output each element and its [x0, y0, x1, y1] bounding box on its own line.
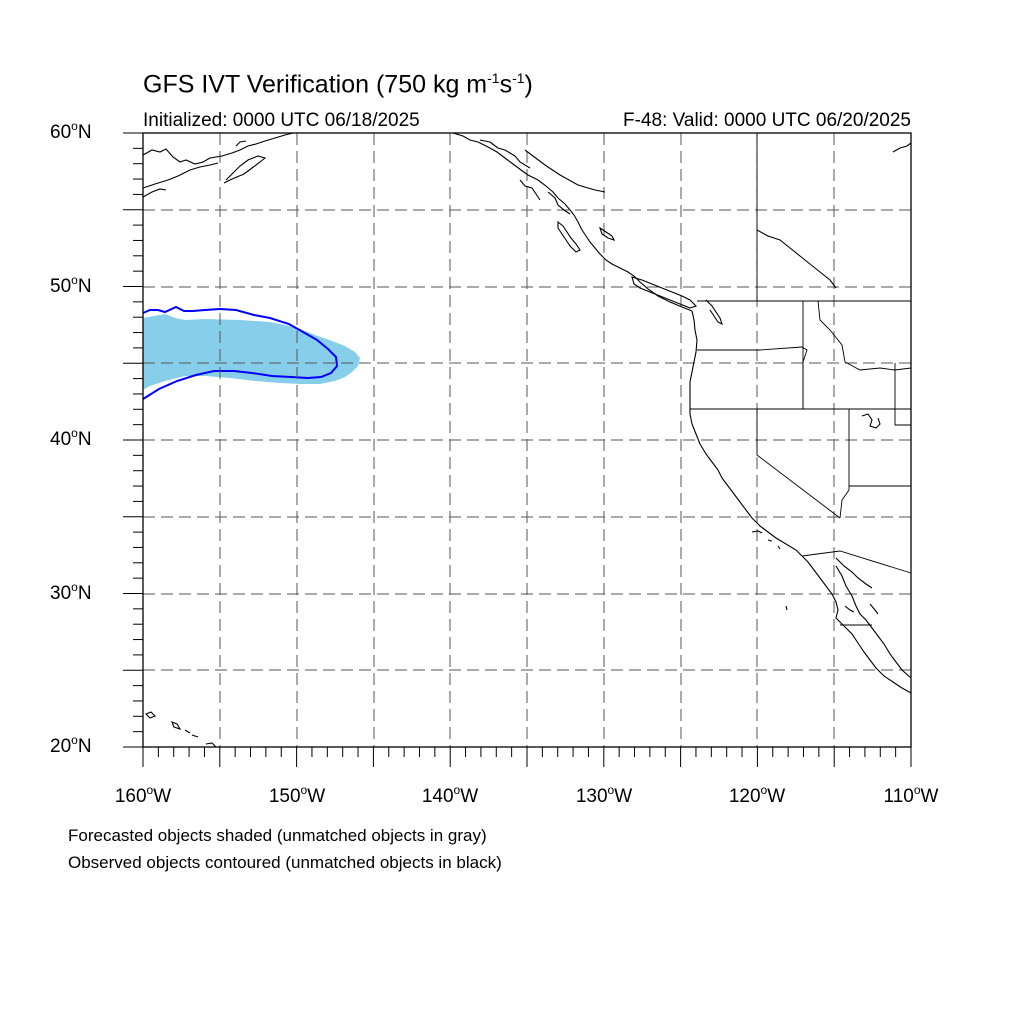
- lon-label-130w: 130oW: [575, 783, 633, 807]
- forecast-object-shaded: [143, 314, 360, 390]
- valid-time: F-48: Valid: 0000 UTC 06/20/2025: [623, 110, 911, 131]
- initialized-time: Initialized: 0000 UTC 06/18/2025: [143, 110, 420, 131]
- lat-label-50n: 50oN: [50, 273, 92, 297]
- lat-label-20n: 20oN: [50, 733, 92, 757]
- lon-label-140w: 140oW: [421, 783, 479, 807]
- coastlines: [142, 132, 912, 748]
- note-forecast-shaded: Forecasted objects shaded (unmatched obj…: [68, 826, 487, 845]
- lat-label-40n: 40oN: [50, 426, 92, 450]
- lat-label-30n: 30oN: [50, 580, 92, 604]
- lat-lon-grid: [143, 133, 911, 747]
- political-boundaries: [690, 133, 912, 626]
- lon-label-110w: 110oW: [883, 783, 939, 807]
- lat-label-60n: 60oN: [50, 119, 92, 143]
- note-observed-contoured: Observed objects contoured (unmatched ob…: [68, 853, 502, 872]
- map-title: GFS IVT Verification (750 kg m-1s-1): [143, 70, 533, 99]
- lon-label-150w: 150oW: [268, 783, 326, 807]
- observed-object-contour: [142, 305, 339, 400]
- axis-ticks: [123, 132, 912, 767]
- lon-label-160w: 160oW: [114, 783, 172, 807]
- lon-label-120w: 120oW: [728, 783, 786, 807]
